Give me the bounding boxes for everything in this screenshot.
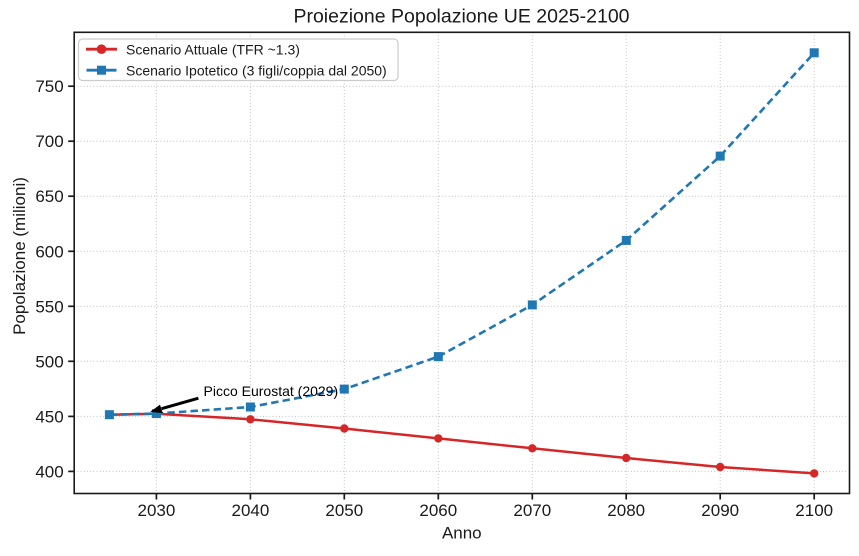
svg-text:2100: 2100 [795, 501, 833, 520]
svg-text:700: 700 [35, 132, 63, 151]
svg-text:2050: 2050 [325, 501, 363, 520]
svg-text:550: 550 [35, 297, 63, 316]
svg-text:500: 500 [35, 352, 63, 371]
svg-text:450: 450 [35, 407, 63, 426]
svg-text:2080: 2080 [607, 501, 645, 520]
svg-text:2040: 2040 [231, 501, 269, 520]
svg-text:2090: 2090 [701, 501, 739, 520]
svg-text:Anno: Anno [442, 524, 482, 543]
svg-text:Picco Eurostat (2029): Picco Eurostat (2029) [204, 383, 339, 399]
svg-text:750: 750 [35, 77, 63, 96]
svg-text:2030: 2030 [137, 501, 175, 520]
svg-text:650: 650 [35, 187, 63, 206]
svg-text:600: 600 [35, 242, 63, 261]
svg-text:Popolazione (milioni): Popolazione (milioni) [10, 177, 29, 335]
svg-text:Proiezione Popolazione UE 2025: Proiezione Popolazione UE 2025-2100 [293, 6, 629, 28]
svg-text:Scenario Ipotetico (3 figli/co: Scenario Ipotetico (3 figli/coppia dal 2… [126, 62, 387, 78]
svg-text:Scenario Attuale (TFR ~1.3): Scenario Attuale (TFR ~1.3) [126, 42, 300, 58]
svg-text:2060: 2060 [419, 501, 457, 520]
svg-text:400: 400 [35, 462, 63, 481]
svg-text:2070: 2070 [513, 501, 551, 520]
